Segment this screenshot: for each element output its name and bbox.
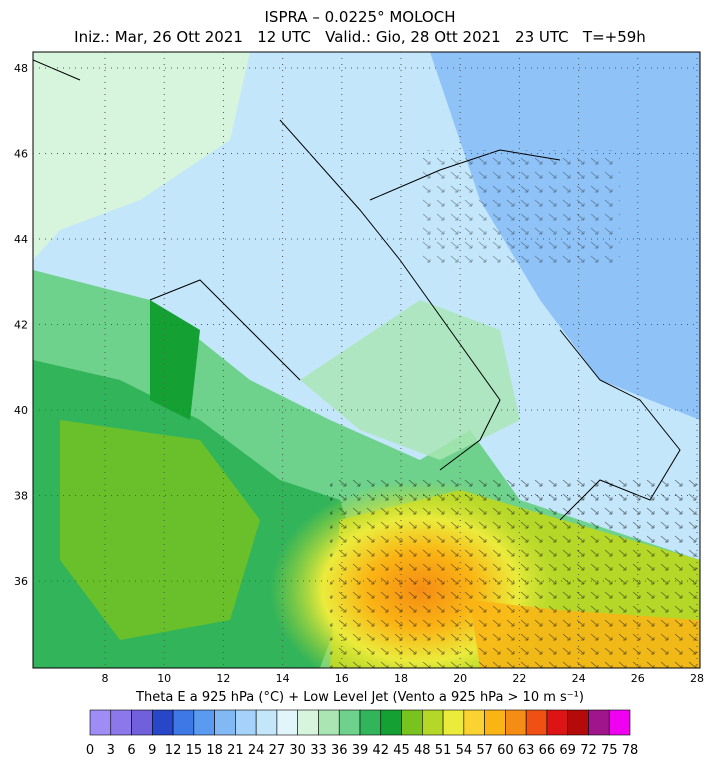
colorbar-label: 54 <box>456 743 473 758</box>
colorbar-swatch <box>422 709 444 736</box>
lat-tick-label: 46 <box>14 148 28 161</box>
colorbar-label: 36 <box>331 743 348 758</box>
colorbar-swatch <box>505 709 527 736</box>
colorbar-swatch <box>276 709 298 736</box>
colorbar-label: 66 <box>539 743 556 758</box>
colorbar-swatch <box>463 709 485 736</box>
lon-tick-label: 8 <box>102 672 109 685</box>
colorbar-swatch <box>318 709 340 736</box>
colorbar-swatch <box>172 709 195 736</box>
colorbar-label: 72 <box>580 743 597 758</box>
colorbar-label: 6 <box>127 743 135 758</box>
colorbar-label: 57 <box>476 743 493 758</box>
lat-tick-label: 44 <box>14 233 28 246</box>
colorbar-label: 51 <box>435 743 452 758</box>
colorbar-label: 12 <box>165 743 182 758</box>
colorbar-label: 78 <box>622 743 639 758</box>
colorbar-label: 24 <box>248 743 265 758</box>
map <box>33 52 700 668</box>
colorbar-label: 18 <box>206 743 223 758</box>
colorbar-label: 9 <box>148 743 156 758</box>
lon-tick-label: 10 <box>157 672 171 685</box>
lat-tick-label: 48 <box>14 62 28 75</box>
colorbar-label: 48 <box>414 743 431 758</box>
colorbar-swatch <box>214 709 236 736</box>
colorbar-swatch <box>546 709 568 736</box>
colorbar-swatch <box>193 709 215 736</box>
colorbar-swatch <box>359 709 382 736</box>
colorbar-swatch <box>297 709 319 736</box>
lon-tick-label: 22 <box>512 672 526 685</box>
colorbar-swatch <box>235 709 257 736</box>
lon-tick-label: 26 <box>631 672 645 685</box>
lon-tick-label: 16 <box>335 672 349 685</box>
title: ISPRA – 0.0225° MOLOCH <box>265 8 456 26</box>
colorbar-label: 69 <box>559 743 576 758</box>
colorbar-label: 3 <box>107 743 115 758</box>
lon-tick-label: 14 <box>276 672 290 685</box>
colorbar-swatch <box>401 709 423 736</box>
lon-tick-label: 28 <box>690 672 704 685</box>
colorbar-swatch <box>338 709 361 736</box>
colorbar-label: 75 <box>601 743 618 758</box>
lat-tick-label: 38 <box>14 490 28 503</box>
map-frame <box>32 51 701 669</box>
lon-tick-label: 24 <box>572 672 586 685</box>
colorbar-label: 63 <box>518 743 535 758</box>
colorbar-label: 0 <box>86 743 94 758</box>
colorbar-label: 39 <box>352 743 369 758</box>
lon-tick-label: 18 <box>394 672 408 685</box>
colorbar-label: 30 <box>289 743 306 758</box>
colorbar-label: 45 <box>393 743 410 758</box>
colorbar-title: Theta E a 925 hPa (°C) + Low Level Jet (… <box>135 690 584 705</box>
lat-tick-label: 40 <box>14 404 28 417</box>
colorbar-swatch <box>89 709 112 736</box>
colorbar-swatch <box>567 709 589 736</box>
colorbar-label: 60 <box>497 743 514 758</box>
lat-tick-label: 36 <box>14 575 28 588</box>
colorbar-swatch <box>588 709 610 736</box>
colorbar-label: 27 <box>269 743 286 758</box>
lat-tick-label: 42 <box>14 319 28 332</box>
colorbar-swatch <box>380 709 402 736</box>
subtitle: Iniz.: Mar, 26 Ott 2021 12 UTC Valid.: G… <box>74 28 646 46</box>
colorbar-swatch <box>484 709 506 736</box>
colorbar-swatch <box>131 709 153 736</box>
colorbar-label: 33 <box>310 743 327 758</box>
colorbar-swatch <box>255 709 278 736</box>
colorbar-label: 21 <box>227 743 244 758</box>
lon-tick-label: 12 <box>216 672 230 685</box>
colorbar-swatch <box>525 709 548 736</box>
colorbar-label: 42 <box>372 743 389 758</box>
lon-tick-label: 20 <box>453 672 467 685</box>
colorbar-swatch <box>442 709 465 736</box>
colorbar-swatch <box>152 709 174 736</box>
colorbar-label: 15 <box>186 743 203 758</box>
colorbar-swatch <box>110 709 132 736</box>
colorbar-swatch <box>608 709 631 736</box>
